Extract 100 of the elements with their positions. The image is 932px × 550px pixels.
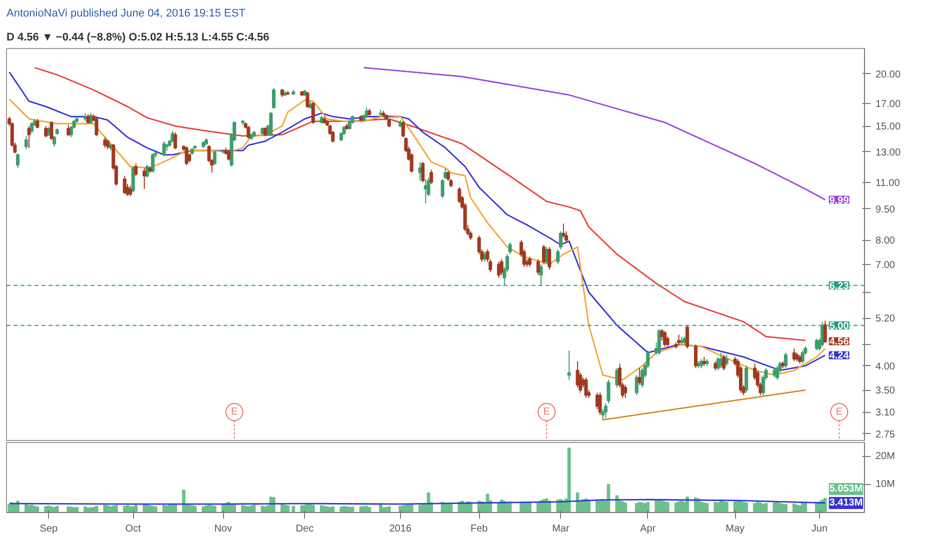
bar xyxy=(55,506,59,512)
bar xyxy=(311,504,315,512)
candlestick xyxy=(134,163,138,176)
candlestick xyxy=(539,264,543,286)
bar xyxy=(134,504,138,512)
annotation: E xyxy=(543,406,550,418)
y-tick-label: 7.00 xyxy=(876,260,896,271)
y-tick-label: 20.00 xyxy=(876,69,901,80)
annotation: 3.413M xyxy=(829,497,863,508)
annotation: 9.99 xyxy=(829,195,850,206)
x-tick-label: Feb xyxy=(470,524,488,534)
y-tick-label: 3.50 xyxy=(876,386,896,397)
bar xyxy=(286,505,290,512)
bar xyxy=(567,448,571,512)
candlestick xyxy=(174,132,178,150)
y-tick-label: 20M xyxy=(876,451,895,462)
candlestick xyxy=(722,354,726,371)
candlestick xyxy=(558,230,562,250)
candlestick xyxy=(776,365,780,380)
y-tick-label: 9.50 xyxy=(876,204,896,216)
candlestick xyxy=(800,350,804,364)
chart-subtitle: D 4.56 ▼ −0.44 (−8.8%) O:5.02 H:5.13 L:4.55 C:4.56 xyxy=(6,32,270,44)
candlestick xyxy=(677,334,681,345)
annotation: 5.053M xyxy=(829,483,863,494)
candlestick xyxy=(528,256,532,268)
candlestick xyxy=(440,178,444,198)
annotation: E xyxy=(231,406,238,418)
bar xyxy=(212,506,216,512)
bar xyxy=(292,506,296,512)
y-tick-label: 17.00 xyxy=(876,98,901,110)
candlestick xyxy=(212,150,216,166)
annotation: 4.56 xyxy=(829,336,850,348)
candlestick xyxy=(508,242,512,255)
candlestick xyxy=(567,350,571,380)
bar xyxy=(114,505,118,512)
candlestick xyxy=(122,175,126,195)
bar xyxy=(182,490,186,512)
y-tick-label: 4.00 xyxy=(876,361,896,372)
bar xyxy=(724,502,728,512)
bar xyxy=(804,502,808,512)
candlestick xyxy=(401,120,405,138)
candlestick xyxy=(306,91,310,108)
candlestick xyxy=(269,112,273,136)
bar xyxy=(272,497,276,512)
chart-title: AntonioNaVi published June 04, 2016 19:15 EST xyxy=(6,8,246,20)
y-tick-label: 10M xyxy=(876,479,895,490)
candlestick xyxy=(66,124,70,136)
bar xyxy=(331,506,335,512)
bar xyxy=(154,506,158,512)
candlestick xyxy=(500,258,504,276)
y-tick-label: 15.00 xyxy=(876,122,901,133)
candlestick xyxy=(142,168,146,190)
candlestick xyxy=(36,118,40,129)
candlestick xyxy=(162,140,166,157)
candlestick xyxy=(24,135,28,150)
candlestick xyxy=(311,102,315,124)
candlestick xyxy=(784,352,788,369)
bar xyxy=(75,506,79,512)
candlestick xyxy=(657,328,661,356)
ref-line-label: 5.00 xyxy=(829,320,850,332)
bar xyxy=(387,506,391,512)
bar xyxy=(410,504,414,512)
candlestick xyxy=(151,152,155,174)
bar xyxy=(624,502,628,512)
candlestick xyxy=(542,244,546,265)
candlestick xyxy=(106,139,110,150)
candlestick xyxy=(272,87,276,110)
y-tick-label: 13.00 xyxy=(876,148,901,158)
candlestick xyxy=(548,246,552,270)
bar xyxy=(232,504,236,512)
line-series xyxy=(363,66,826,200)
bar xyxy=(784,504,788,512)
candlestick xyxy=(562,223,566,238)
line-series xyxy=(34,66,806,342)
candlestick xyxy=(638,368,642,386)
x-tick-label: Apr xyxy=(640,524,656,534)
bar xyxy=(744,502,748,512)
candlestick xyxy=(86,114,90,124)
candlestick xyxy=(823,320,827,343)
candlestick xyxy=(421,162,425,183)
x-tick-label: 2016 xyxy=(389,524,412,534)
candlestick xyxy=(444,168,448,180)
candlestick xyxy=(44,126,48,138)
candlestick xyxy=(714,360,718,371)
x-tick-label: Oct xyxy=(125,524,142,534)
y-tick-label: 8.00 xyxy=(876,236,896,247)
bar xyxy=(666,502,670,512)
x-tick-label: Dec xyxy=(296,524,314,534)
ref-line-label: 6.23 xyxy=(829,280,850,292)
y-tick-label: 2.75 xyxy=(876,429,896,440)
bar xyxy=(528,502,532,512)
candlestick xyxy=(584,377,588,398)
candlestick xyxy=(430,169,434,184)
candlestick xyxy=(128,185,132,196)
candlestick xyxy=(16,152,20,169)
x-tick-label: Jun xyxy=(811,524,828,534)
candlestick xyxy=(624,384,628,398)
x-tick-label: Sep xyxy=(40,524,58,534)
candlestick xyxy=(663,330,667,347)
x-tick-label: May xyxy=(726,524,745,534)
